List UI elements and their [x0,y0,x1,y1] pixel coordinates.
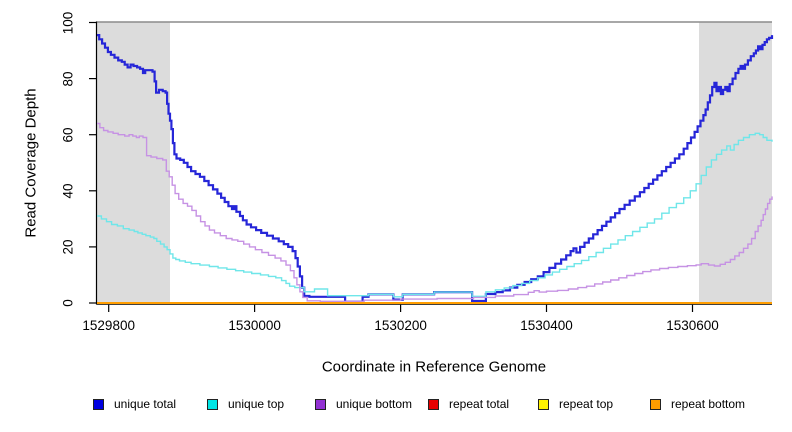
series-line-unique-total [97,34,774,303]
x-axis-title: Coordinate in Reference Genome [321,358,547,376]
y-axis-title: Read Coverage Depth [22,88,40,238]
x-tick-label: 1530000 [228,318,281,333]
right-shaded-region [699,22,772,303]
y-tick-label: 0 [60,299,76,307]
x-tick-label: 1529800 [82,318,135,333]
x-tick-label: 1530600 [666,318,719,333]
y-tick-label: 100 [60,11,76,34]
y-tick-label: 60 [60,127,76,143]
y-tick-label: 20 [60,239,76,255]
series-line-unique-bottom [97,122,773,302]
x-tick-label: 1530200 [374,318,427,333]
y-tick-label: 40 [60,183,76,199]
left-shaded-region [97,22,170,303]
y-tick-label: 80 [60,71,76,87]
series-line-unique-top [97,132,773,298]
x-tick-label: 1530400 [520,318,573,333]
